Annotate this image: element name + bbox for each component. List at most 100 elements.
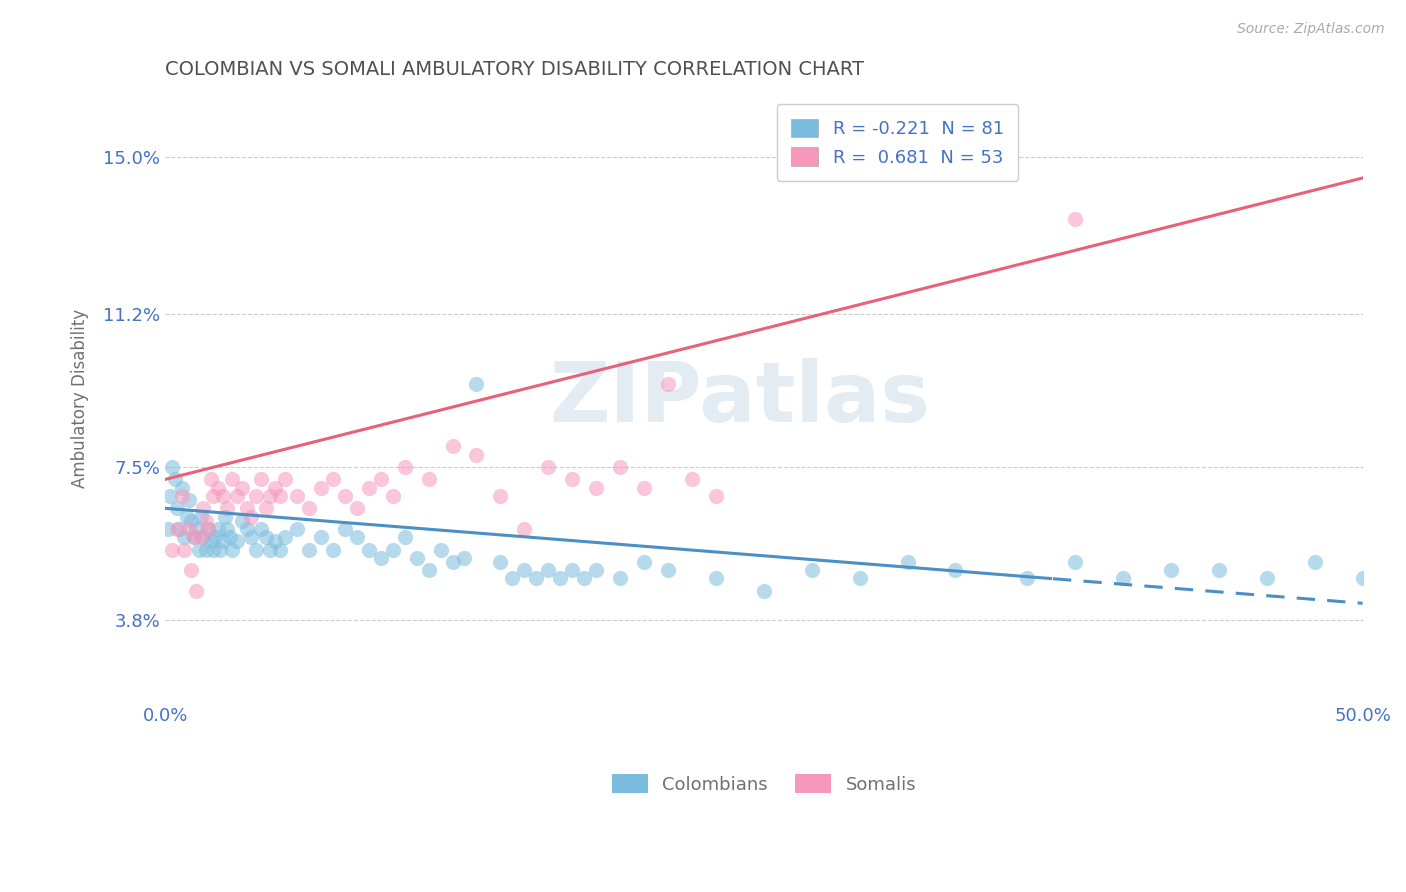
Point bbox=[322, 472, 344, 486]
Text: ZIPatlas: ZIPatlas bbox=[550, 359, 931, 440]
Point bbox=[441, 555, 464, 569]
Point bbox=[1064, 555, 1087, 569]
Point bbox=[193, 530, 215, 544]
Point bbox=[217, 522, 239, 536]
Text: Source: ZipAtlas.com: Source: ZipAtlas.com bbox=[1237, 22, 1385, 37]
Point bbox=[357, 542, 380, 557]
Point bbox=[1064, 212, 1087, 227]
Point bbox=[250, 472, 273, 486]
Point bbox=[704, 489, 727, 503]
Point bbox=[333, 489, 356, 503]
Point bbox=[231, 481, 253, 495]
Point bbox=[183, 530, 205, 544]
Point bbox=[394, 530, 416, 544]
Point bbox=[176, 509, 198, 524]
Point bbox=[187, 542, 209, 557]
Point bbox=[245, 489, 267, 503]
Point bbox=[209, 542, 232, 557]
Point bbox=[465, 377, 488, 392]
Point bbox=[489, 555, 512, 569]
Point bbox=[418, 472, 440, 486]
Point bbox=[231, 514, 253, 528]
Point bbox=[214, 509, 236, 524]
Point bbox=[285, 522, 308, 536]
Point bbox=[194, 514, 217, 528]
Point bbox=[1351, 572, 1374, 586]
Point bbox=[896, 555, 918, 569]
Point bbox=[513, 522, 536, 536]
Point bbox=[561, 563, 583, 577]
Point bbox=[800, 563, 823, 577]
Point bbox=[186, 522, 208, 536]
Point bbox=[285, 489, 308, 503]
Point bbox=[177, 522, 200, 536]
Point bbox=[204, 530, 226, 544]
Point bbox=[1256, 572, 1278, 586]
Point bbox=[190, 530, 212, 544]
Legend: Colombians, Somalis: Colombians, Somalis bbox=[598, 760, 931, 808]
Point bbox=[264, 481, 287, 495]
Point bbox=[298, 501, 321, 516]
Point bbox=[633, 555, 655, 569]
Point bbox=[418, 563, 440, 577]
Point bbox=[394, 460, 416, 475]
Point bbox=[333, 522, 356, 536]
Point bbox=[945, 563, 967, 577]
Point bbox=[169, 522, 191, 536]
Point bbox=[226, 534, 249, 549]
Point bbox=[381, 489, 404, 503]
Point bbox=[704, 572, 727, 586]
Point bbox=[657, 377, 679, 392]
Point bbox=[156, 522, 179, 536]
Point bbox=[200, 472, 222, 486]
Point bbox=[259, 542, 281, 557]
Point bbox=[322, 542, 344, 557]
Point bbox=[1208, 563, 1230, 577]
Point bbox=[269, 542, 291, 557]
Point bbox=[405, 550, 427, 565]
Point bbox=[537, 460, 560, 475]
Point bbox=[441, 439, 464, 453]
Point bbox=[162, 542, 184, 557]
Point bbox=[561, 472, 583, 486]
Point bbox=[159, 489, 181, 503]
Point bbox=[1303, 555, 1326, 569]
Point bbox=[752, 583, 775, 598]
Point bbox=[166, 501, 188, 516]
Point bbox=[501, 572, 523, 586]
Point bbox=[609, 460, 631, 475]
Point bbox=[207, 522, 229, 536]
Point bbox=[609, 572, 631, 586]
Point bbox=[657, 563, 679, 577]
Point bbox=[254, 501, 277, 516]
Point bbox=[274, 472, 297, 486]
Point bbox=[848, 572, 870, 586]
Point bbox=[240, 530, 263, 544]
Point bbox=[309, 481, 332, 495]
Point bbox=[211, 489, 233, 503]
Point bbox=[489, 489, 512, 503]
Point bbox=[180, 514, 202, 528]
Point bbox=[269, 489, 291, 503]
Point bbox=[1112, 572, 1135, 586]
Point bbox=[633, 481, 655, 495]
Point bbox=[537, 563, 560, 577]
Point bbox=[190, 509, 212, 524]
Point bbox=[370, 550, 392, 565]
Point bbox=[429, 542, 451, 557]
Point bbox=[207, 481, 229, 495]
Point bbox=[585, 563, 607, 577]
Point bbox=[218, 530, 240, 544]
Point bbox=[235, 522, 257, 536]
Point bbox=[254, 530, 277, 544]
Point bbox=[346, 501, 368, 516]
Point bbox=[217, 501, 239, 516]
Point bbox=[226, 489, 249, 503]
Point bbox=[259, 489, 281, 503]
Point bbox=[183, 530, 205, 544]
Point bbox=[548, 572, 571, 586]
Point bbox=[574, 572, 596, 586]
Point bbox=[240, 509, 263, 524]
Point bbox=[166, 522, 188, 536]
Point bbox=[163, 472, 186, 486]
